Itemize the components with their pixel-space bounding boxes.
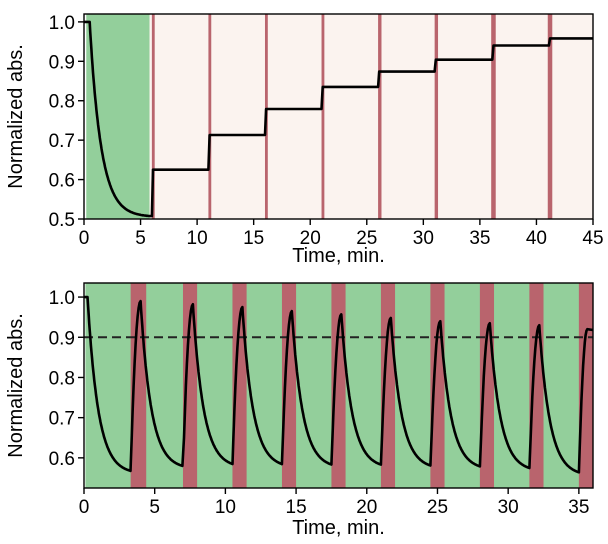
bottom-panel: 0 5 10 15 20 25 30 35 0.6 0.7 0.8 0.9 1.0 Time, min… [5, 282, 594, 539]
x-tick-label: 40 [526, 228, 547, 249]
bottom-x-axis-title: Time, min. [292, 517, 385, 539]
pulse-band [479, 283, 495, 488]
top-y-ticks: 0.5 0.6 0.7 0.8 0.9 1.0 [49, 13, 84, 231]
y-tick-label: 0.9 [49, 328, 75, 349]
top-plot-frame [83, 13, 594, 220]
bottom-y-axis-title: Normalized abs. [5, 313, 27, 458]
y-tick-label: 0.6 [49, 171, 75, 192]
absorbance-curve [84, 295, 594, 474]
y-tick-label: 0.8 [49, 92, 75, 113]
pulse-band [182, 283, 198, 488]
x-tick-label: 45 [582, 228, 603, 249]
top-y-axis-title: Normalized abs. [5, 44, 27, 189]
pulse-band [378, 14, 382, 219]
y-tick-label: 0.7 [49, 131, 75, 152]
pulse-band [434, 14, 439, 219]
pulse-band [151, 14, 155, 219]
y-tick-label: 0.6 [49, 449, 75, 470]
x-tick-label: 30 [413, 228, 434, 249]
x-tick-label: 5 [135, 228, 146, 249]
x-tick-label: 10 [187, 228, 208, 249]
bottom-curve-group [84, 295, 594, 474]
y-tick-label: 1.0 [49, 13, 75, 34]
y-tick-label: 1.0 [49, 288, 75, 309]
top-curve-group [84, 20, 593, 218]
x-tick-label: 15 [286, 497, 307, 518]
top-panel: 0 5 10 15 20 25 30 35 40 45 0.5 0.6 0.7 0.8 0.9 1.0 Ti… [5, 13, 604, 267]
bottom-shaded-regions [85, 283, 593, 488]
y-tick-label: 0.8 [49, 368, 75, 389]
x-tick-label: 0 [79, 228, 90, 249]
x-tick-label: 5 [149, 497, 160, 518]
top-x-axis-title: Time, min. [292, 245, 385, 267]
x-tick-label: 20 [356, 497, 377, 518]
x-tick-label: 10 [215, 497, 236, 518]
top-x-ticks: 0 5 10 15 20 25 30 35 40 45 [79, 219, 604, 249]
x-tick-label: 25 [427, 497, 448, 518]
illumination-region [86, 14, 150, 219]
x-tick-label: 20 [300, 228, 321, 249]
x-tick-label: 15 [243, 228, 264, 249]
y-tick-label: 0.5 [49, 210, 75, 231]
bottom-plot-frame [83, 282, 594, 489]
bottom-x-ticks: 0 5 10 15 20 25 30 35 [79, 488, 589, 518]
x-tick-label: 30 [498, 497, 519, 518]
y-tick-label: 0.7 [49, 409, 75, 430]
pulse-band [491, 14, 496, 219]
x-tick-label: 25 [356, 228, 377, 249]
x-tick-label: 0 [79, 497, 90, 518]
pulse-band [208, 14, 212, 219]
pulse-band [547, 14, 553, 219]
y-tick-label: 0.9 [49, 52, 75, 73]
absorbance-curve [84, 20, 593, 218]
top-shaded-regions [86, 14, 594, 219]
bottom-y-ticks: 0.6 0.7 0.8 0.9 1.0 [49, 288, 84, 470]
pulse-band [321, 14, 325, 219]
pulse-band [529, 283, 544, 488]
dark-region [149, 14, 594, 219]
pulse-band [578, 283, 593, 488]
x-tick-label: 35 [568, 497, 589, 518]
x-tick-label: 35 [469, 228, 490, 249]
